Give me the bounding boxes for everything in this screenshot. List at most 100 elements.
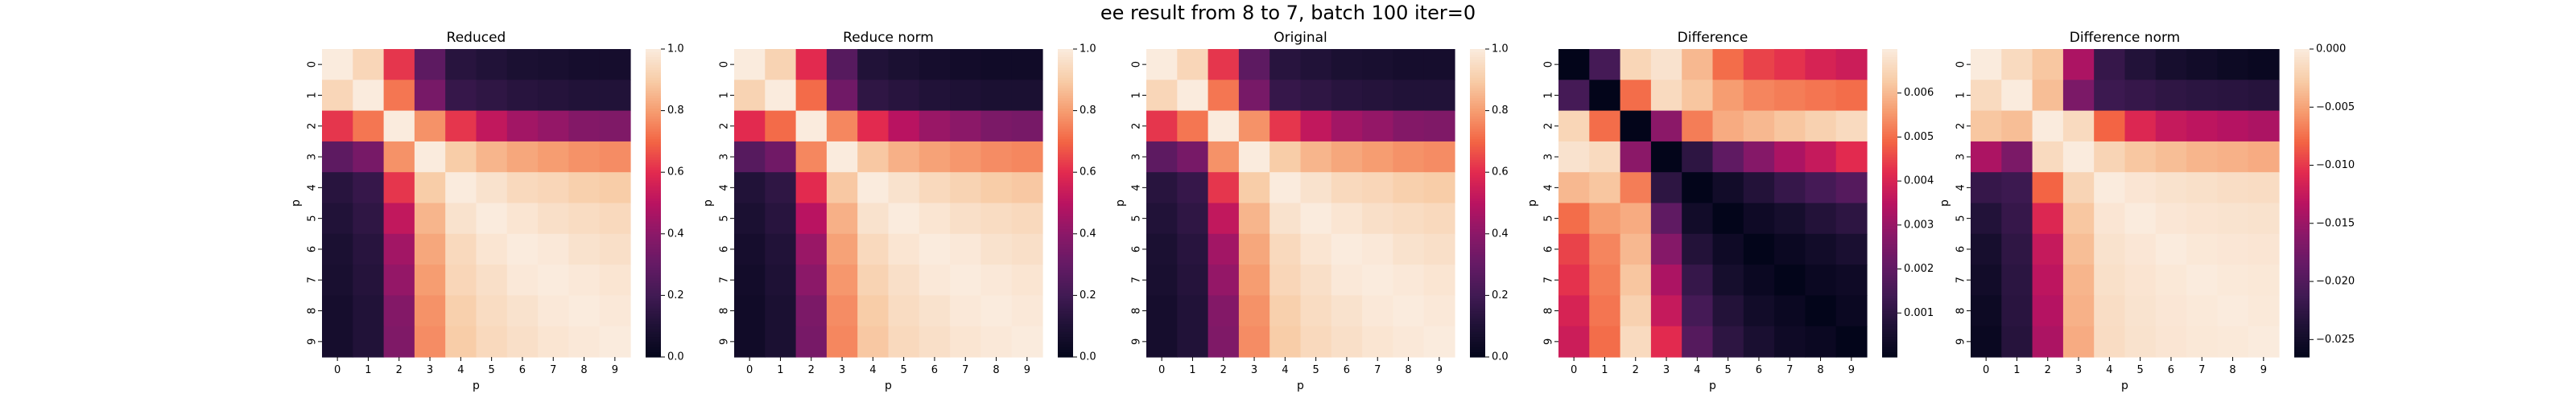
heatmap-cell <box>795 80 828 112</box>
heatmap-cell <box>950 80 981 112</box>
heatmap-cell <box>383 110 415 142</box>
heatmap-cell <box>1146 265 1178 296</box>
colorbar-segment <box>1058 300 1073 304</box>
heatmap-cell <box>353 141 385 173</box>
colorbar-segment <box>1470 128 1485 132</box>
colorbar-segment <box>2294 248 2310 252</box>
colorbar-segment <box>2294 282 2310 286</box>
colorbar-segment <box>1470 154 1485 158</box>
heatmap-cell <box>2186 80 2218 112</box>
colorbar-segment <box>1058 123 1073 127</box>
colorbar-segment <box>1058 67 1073 71</box>
heatmap-cell <box>599 80 631 112</box>
heatmap-cell <box>1835 265 1868 296</box>
heatmap-cell <box>599 233 631 265</box>
colorbar-segment <box>2294 125 2310 129</box>
colorbar-segment <box>1882 290 1897 293</box>
colorbar-segment <box>1470 272 1485 276</box>
y-tick-label: 6 <box>1955 246 1967 252</box>
x-tick-label: 4 <box>2106 364 2112 376</box>
colorbar-segment <box>1058 100 1073 104</box>
colorbar-segment <box>1470 310 1485 314</box>
colorbar-segment <box>1058 128 1073 132</box>
y-tick-label: 0 <box>1955 61 1967 68</box>
heatmap-cell <box>2032 295 2064 327</box>
heatmap-cell <box>1177 203 1209 235</box>
colorbar-segment <box>1882 105 1897 109</box>
heatmap-cell <box>795 110 828 142</box>
colorbar-segment <box>1882 259 1897 263</box>
heatmap-cell <box>888 172 920 204</box>
colorbar-segment <box>1882 118 1897 121</box>
heatmap-cell <box>1238 203 1270 235</box>
heatmap-cell <box>353 110 385 142</box>
heatmap-cell <box>888 80 920 112</box>
heatmap-cell <box>1393 326 1425 358</box>
colorbar-tick-label: 0.005 <box>1904 131 1934 143</box>
colorbar-segment <box>2294 177 2310 181</box>
colorbar-segment <box>646 90 661 93</box>
colorbar-segment <box>646 246 661 250</box>
colorbar-tick-label: 0.6 <box>667 166 684 178</box>
heatmap-cell <box>322 172 353 204</box>
colorbar-segment <box>2294 354 2310 358</box>
colorbar-segment <box>1470 131 1485 134</box>
heatmap-cell <box>1208 295 1240 327</box>
heatmap-cell <box>1774 326 1806 358</box>
colorbar-segment <box>646 265 661 268</box>
x-tick-label: 5 <box>901 364 907 376</box>
colorbar-segment <box>2294 272 2310 276</box>
heatmap-cell <box>1362 49 1393 80</box>
y-tick-label: 4 <box>307 184 319 191</box>
colorbar-segment <box>2294 226 2310 230</box>
colorbar-segment <box>646 252 661 255</box>
heatmap-cell <box>1971 326 2002 358</box>
colorbar-segment <box>2294 64 2310 68</box>
colorbar-segment <box>646 308 661 312</box>
heatmap-cell <box>919 172 951 204</box>
colorbar-segment <box>646 125 661 129</box>
colorbar-segment <box>1882 87 1897 91</box>
heatmap-cell <box>980 110 1013 142</box>
colorbar-segment <box>1882 297 1897 302</box>
heatmap-cell <box>1558 80 1590 112</box>
colorbar-segment <box>1882 231 1897 235</box>
y-tick-label: 9 <box>1543 338 1555 345</box>
colorbar-segment <box>1882 195 1897 199</box>
heatmap-cell <box>888 49 920 80</box>
colorbar-segment <box>646 207 661 211</box>
heatmap-cell <box>857 80 890 112</box>
heatmap-cell <box>322 233 353 265</box>
heatmap-cell <box>2062 49 2095 80</box>
colorbar-segment <box>646 172 661 175</box>
colorbar-segment <box>1058 92 1073 96</box>
colorbar-segment <box>1470 125 1485 129</box>
y-tick-label: 5 <box>307 215 319 222</box>
colorbar-segment <box>646 295 661 299</box>
colorbar-segment <box>1058 177 1073 181</box>
y-tick-label: 4 <box>719 184 731 191</box>
colorbar-segment <box>646 306 661 309</box>
heatmap-cell <box>2217 141 2249 173</box>
heatmap-cell <box>1423 295 1455 327</box>
heatmap-cell <box>1558 233 1590 265</box>
heatmap-cell <box>476 49 508 80</box>
heatmap-cell <box>538 80 569 112</box>
heatmap-cell <box>1146 326 1178 358</box>
colorbar-segment <box>646 231 661 235</box>
heatmap-cell <box>888 141 920 173</box>
heatmap-cell <box>1177 141 1209 173</box>
colorbar-segment <box>1470 295 1485 299</box>
heatmap-cell <box>950 233 981 265</box>
heatmap-cell <box>1620 172 1652 204</box>
heatmap-cell <box>1682 326 1714 358</box>
colorbar-segment <box>2294 244 2310 248</box>
heatmap-cell <box>1620 80 1652 112</box>
x-tick-label: 5 <box>1313 364 1319 376</box>
colorbar-segment <box>1882 128 1897 132</box>
colorbar-segment <box>1058 80 1073 84</box>
colorbar-segment <box>2294 192 2310 196</box>
heatmap-cell <box>414 172 446 204</box>
colorbar-segment <box>2294 349 2310 353</box>
x-tick-label: 5 <box>2137 364 2144 376</box>
